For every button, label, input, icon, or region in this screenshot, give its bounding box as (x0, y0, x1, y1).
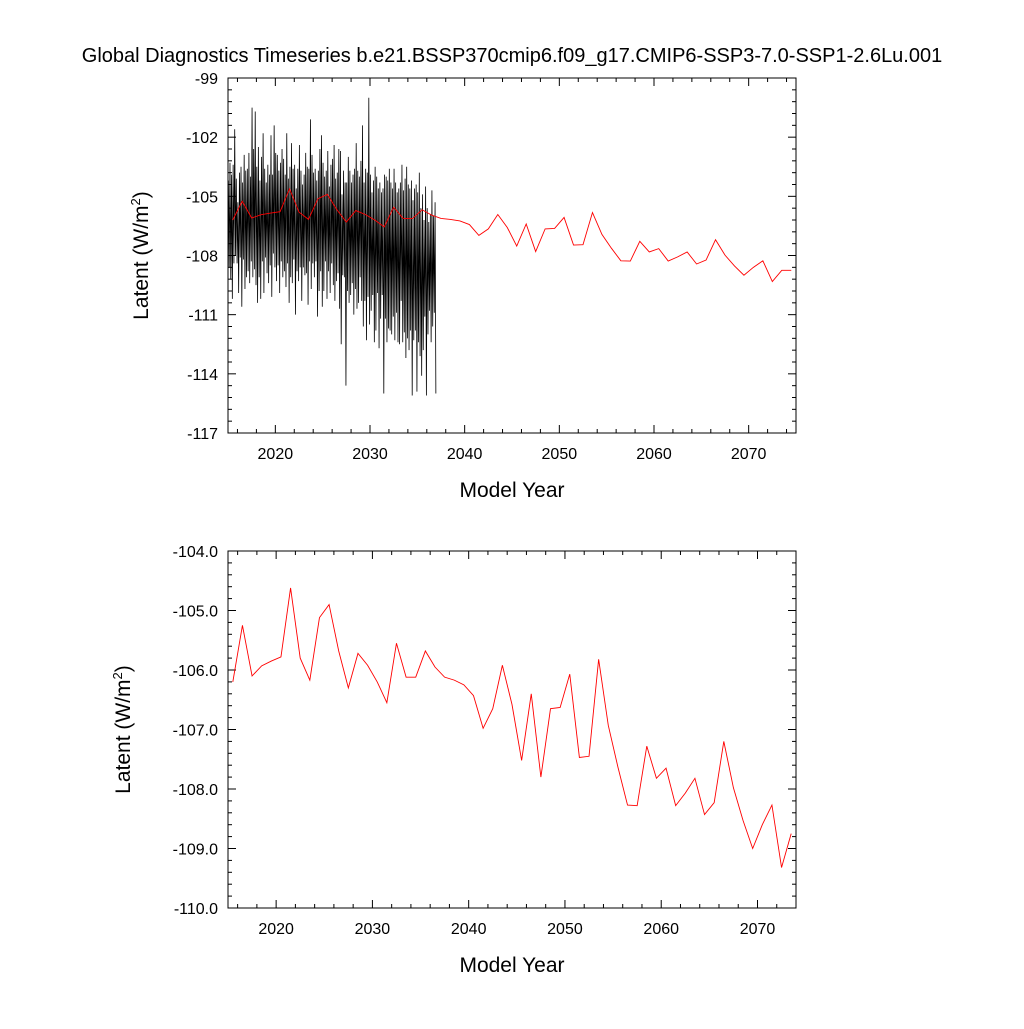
top-chart-xtick-label: 2070 (731, 446, 767, 463)
bottom-chart-xtick-label: 2060 (643, 921, 679, 938)
bottom-chart-ytick-label: -104.0 (173, 544, 218, 561)
top-chart-ytick-label: -108 (186, 249, 218, 266)
bottom-chart-ytick-label: -105.0 (173, 604, 218, 621)
bottom-chart: -110.0 -109.0 -108.0 -107.0 -106.0 -105.0 -104… (110, 544, 797, 977)
top-chart-ytick-label: -102 (186, 130, 218, 147)
bottom-chart-xtick-label: 2050 (547, 921, 583, 938)
top-chart-xtick-label: 2040 (447, 446, 483, 463)
bottom-chart-x-axis-label: Model Year (459, 954, 564, 977)
top-chart: -117 -114 -111 -108 -105 -102 -99 2020 2030 2040 2… (128, 71, 797, 502)
top-chart-ytick-label: -117 (187, 426, 218, 443)
bottom-chart-ytick-label: -109.0 (173, 842, 218, 859)
bottom-chart-ytick-label: -108.0 (173, 782, 218, 799)
top-chart-ytick-label: -111 (188, 308, 218, 325)
bottom-chart-xtick-label: 2030 (355, 921, 391, 938)
bottom-chart-y-axis-label: Latent (W/m2) (110, 665, 135, 794)
top-chart-ytick-label: -105 (186, 189, 218, 206)
top-chart-xtick-label: 2060 (636, 446, 672, 463)
bottom-chart-frame (227, 550, 797, 909)
bottom-chart-ytick-label: -110.0 (174, 901, 218, 918)
figure-title: Global Diagnostics Timeseries b.e21.BSSP… (82, 45, 942, 67)
top-chart-ytick-label: -99 (195, 71, 218, 88)
bottom-chart-annual-series-line (232, 587, 792, 868)
bottom-chart-ytick-label: -107.0 (173, 723, 218, 740)
top-chart-x-axis-label: Model Year (459, 479, 564, 502)
top-chart-monthly-series-line (228, 97, 437, 396)
top-chart-annual-series-line (232, 187, 792, 283)
top-chart-ytick-label: -114 (187, 367, 218, 384)
top-chart-xtick-label: 2050 (542, 446, 578, 463)
top-chart-xtick-label: 2030 (352, 446, 388, 463)
top-chart-y-axis-label: Latent (W/m2) (128, 191, 153, 320)
bottom-chart-xtick-label: 2040 (451, 921, 487, 938)
bottom-chart-xtick-label: 2070 (740, 921, 776, 938)
bottom-chart-ytick-label: -106.0 (173, 663, 218, 680)
top-chart-xtick-label: 2020 (258, 446, 294, 463)
bottom-chart-xtick-label: 2020 (258, 921, 294, 938)
